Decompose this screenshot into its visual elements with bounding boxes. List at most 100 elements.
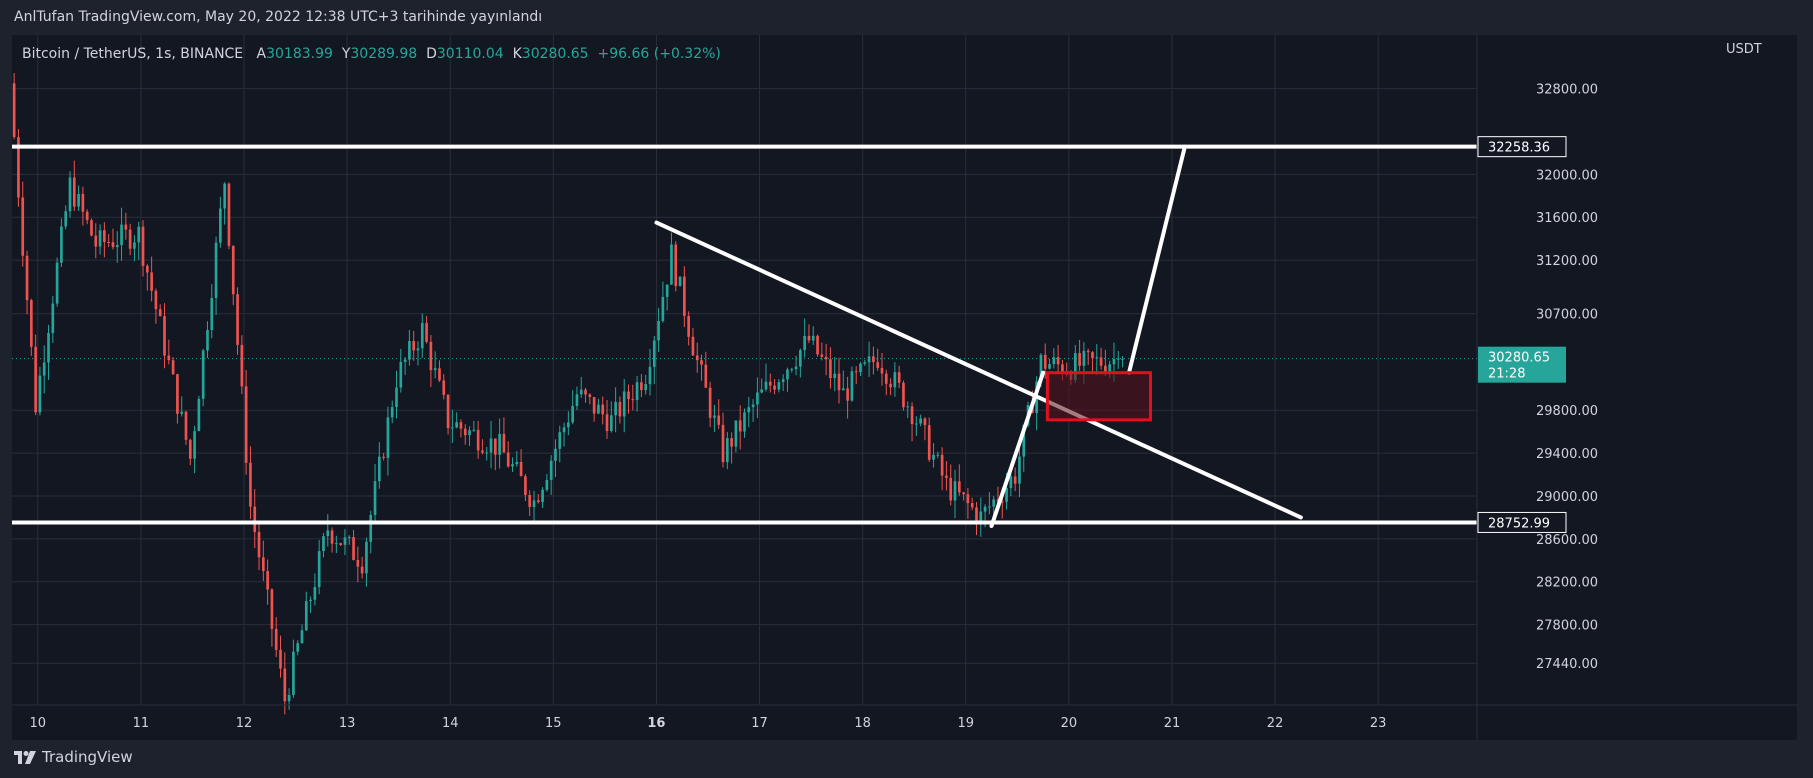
candle-down[interactable] (167, 355, 171, 361)
candle-up[interactable] (609, 415, 613, 432)
candle-down[interactable] (519, 462, 523, 477)
candle-up[interactable] (790, 369, 794, 371)
candle-up[interactable] (915, 423, 918, 425)
candle-down[interactable] (283, 668, 287, 702)
candle-up[interactable] (317, 551, 321, 588)
candle-down[interactable] (957, 481, 961, 493)
candle-down[interactable] (111, 242, 115, 248)
candle-up[interactable] (747, 407, 751, 413)
candle-down[interactable] (691, 336, 695, 356)
candle-up[interactable] (614, 401, 617, 416)
candle-down[interactable] (1056, 357, 1060, 365)
candle-up[interactable] (511, 464, 514, 467)
candle-up[interactable] (743, 412, 746, 432)
trend-line[interactable] (654, 220, 1303, 520)
candle-down[interactable] (227, 183, 231, 246)
candle-up[interactable] (644, 384, 648, 391)
candle-down[interactable] (382, 456, 385, 458)
candle-up[interactable] (863, 362, 867, 364)
candle-down[interactable] (966, 494, 970, 504)
candle-down[interactable] (236, 294, 239, 345)
candle-up[interactable] (210, 297, 214, 330)
candle-down[interactable] (949, 477, 953, 501)
candle-up[interactable] (373, 481, 377, 515)
drawings[interactable] (12, 144, 1477, 528)
candle-down[interactable] (158, 309, 162, 317)
candle-down[interactable] (674, 244, 678, 287)
last-price-marker[interactable] (1478, 346, 1566, 383)
candle-down[interactable] (1099, 357, 1103, 366)
candle-down[interactable] (627, 391, 630, 400)
candle-down[interactable] (493, 438, 497, 455)
candle-down[interactable] (923, 418, 927, 426)
candle-up[interactable] (292, 651, 295, 695)
candle-down[interactable] (721, 424, 725, 463)
candle-down[interactable] (244, 386, 248, 463)
candle-up[interactable] (300, 630, 304, 644)
candle-up[interactable] (652, 340, 656, 367)
candle-down[interactable] (85, 211, 89, 221)
candle-down[interactable] (704, 364, 708, 388)
candle-up[interactable] (399, 361, 403, 388)
candle-up[interactable] (326, 530, 330, 537)
candle-down[interactable] (902, 382, 905, 408)
candle-down[interactable] (695, 355, 699, 361)
candle-down[interactable] (846, 388, 849, 401)
candle-up[interactable] (133, 242, 136, 249)
candle-up[interactable] (558, 432, 562, 449)
candle-up[interactable] (803, 335, 806, 351)
candle-up[interactable] (893, 372, 897, 388)
candle-down[interactable] (154, 290, 158, 310)
candle-up[interactable] (64, 211, 68, 227)
candle-down[interactable] (425, 323, 428, 342)
candle-up[interactable] (51, 303, 55, 334)
candle-down[interactable] (975, 507, 978, 524)
candle-up[interactable] (365, 541, 368, 574)
candle-down[interactable] (184, 411, 188, 440)
candle-down[interactable] (837, 373, 841, 391)
candle-up[interactable] (1052, 357, 1056, 365)
candle-down[interactable] (884, 373, 888, 384)
candle-up[interactable] (777, 382, 781, 390)
candle-up[interactable] (545, 479, 549, 490)
candle-up[interactable] (1112, 359, 1116, 365)
candle-down[interactable] (820, 354, 824, 357)
candle-down[interactable] (459, 422, 463, 429)
candle-down[interactable] (880, 367, 884, 374)
candle-up[interactable] (180, 411, 184, 414)
candle-up[interactable] (38, 375, 42, 413)
candle-down[interactable] (330, 530, 334, 544)
candle-up[interactable] (1082, 350, 1086, 366)
candle-down[interactable] (640, 382, 643, 391)
candle-down[interactable] (1013, 476, 1017, 484)
candle-up[interactable] (1095, 357, 1099, 359)
candle-down[interactable] (927, 425, 931, 460)
candle-down[interactable] (442, 380, 446, 395)
candle-down[interactable] (536, 500, 540, 503)
candle-up[interactable] (304, 601, 308, 631)
candle-up[interactable] (416, 348, 420, 351)
candle-up[interactable] (579, 389, 583, 395)
candle-up[interactable] (988, 506, 991, 508)
candle-up[interactable] (287, 694, 291, 702)
consolidation-box[interactable] (1045, 371, 1152, 422)
candle-down[interactable] (1000, 501, 1004, 503)
candle-down[interactable] (962, 492, 965, 495)
candle-up[interactable] (55, 262, 59, 304)
candle-up[interactable] (193, 431, 196, 459)
candle-down[interactable] (188, 439, 192, 459)
candle-down[interactable] (481, 450, 484, 453)
candle-down[interactable] (970, 503, 974, 508)
candle-down[interactable] (872, 356, 875, 363)
candle-up[interactable] (68, 177, 72, 212)
candle-down[interactable] (605, 414, 609, 432)
candle-down[interactable] (687, 315, 690, 337)
candle-down[interactable] (72, 177, 76, 207)
candle-up[interactable] (867, 356, 871, 363)
candle-down[interactable] (103, 230, 106, 243)
candle-down[interactable] (588, 394, 592, 398)
candle-up[interactable] (562, 427, 566, 433)
candle-down[interactable] (34, 346, 37, 413)
candle-up[interactable] (751, 404, 755, 408)
candle-up[interactable] (309, 599, 312, 602)
